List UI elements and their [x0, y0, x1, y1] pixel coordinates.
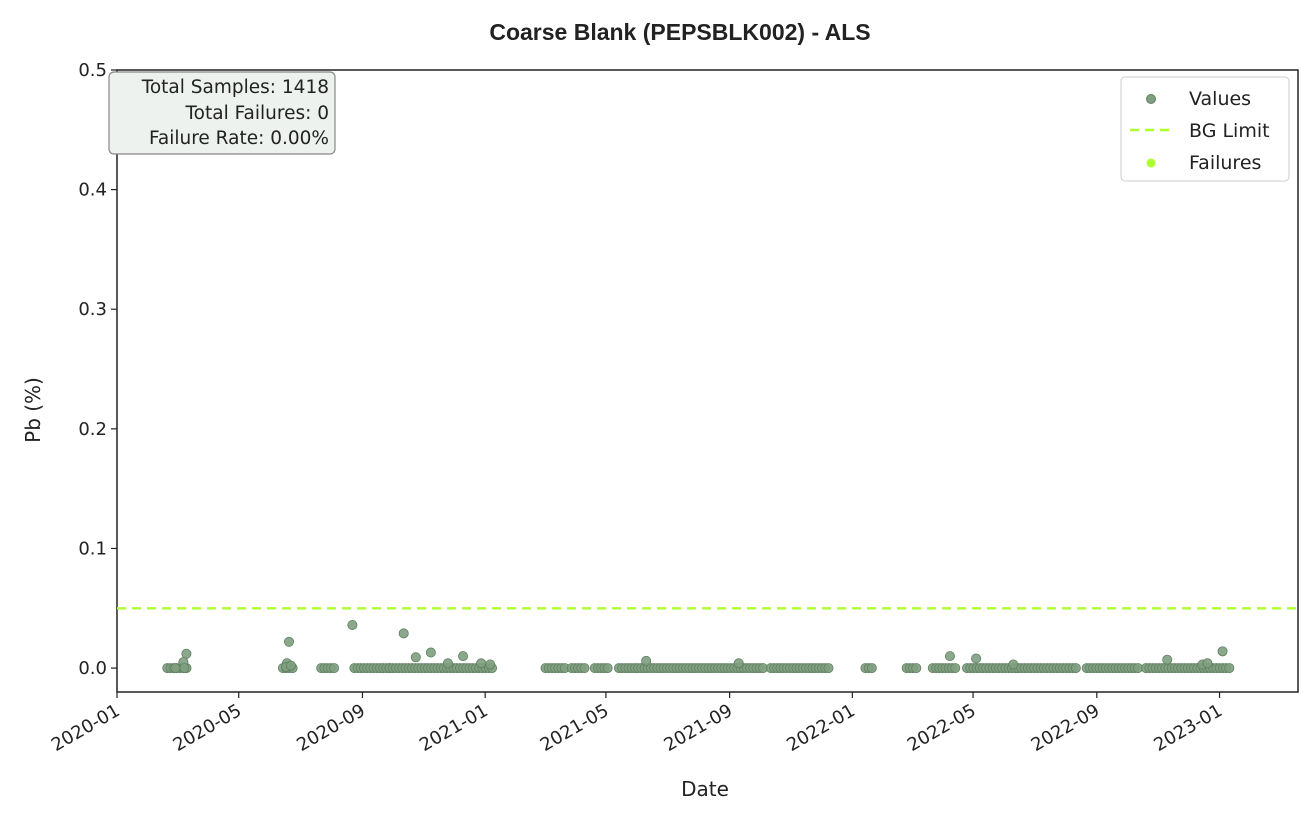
- data-point: [1224, 663, 1235, 674]
- data-point: [476, 658, 487, 669]
- x-tick-label: 2021-01: [416, 700, 492, 756]
- y-tick-label: 0.3: [78, 299, 107, 320]
- data-point: [950, 663, 961, 674]
- x-axis-label: Date: [681, 777, 729, 801]
- data-point: [284, 636, 295, 647]
- data-point: [179, 663, 190, 674]
- data-point: [181, 648, 192, 659]
- x-tick-label: 2020-09: [293, 700, 369, 756]
- y-tick-label: 0.2: [78, 419, 107, 440]
- legend-failures-marker: [1146, 158, 1156, 168]
- data-point: [286, 660, 297, 671]
- x-tick-label: 2022-09: [1028, 700, 1104, 756]
- legend-values-marker: [1146, 94, 1156, 104]
- x-tick-label: 2022-01: [783, 700, 859, 756]
- y-axis-label: Pb (%): [21, 377, 45, 443]
- data-points: [162, 620, 1235, 674]
- data-point: [579, 663, 590, 674]
- y-axis: 0.0 0.1 0.2 0.3 0.4 0.5: [78, 60, 117, 679]
- legend-failures-label: Failures: [1189, 152, 1261, 174]
- data-point: [1202, 658, 1213, 669]
- data-point: [1070, 663, 1081, 674]
- data-point: [458, 651, 469, 662]
- x-tick-label: 2020-05: [170, 700, 246, 756]
- data-point: [602, 663, 613, 674]
- x-tick-label: 2021-09: [660, 700, 736, 756]
- data-point: [911, 663, 922, 674]
- y-tick-label: 0.0: [78, 658, 107, 679]
- data-point: [1008, 659, 1019, 670]
- data-point: [1217, 646, 1228, 657]
- x-axis: 2020-01 2020-05 2020-09 2021-01 2021-05 2021-…: [48, 692, 1226, 756]
- y-tick-label: 0.5: [78, 60, 107, 81]
- data-point: [823, 663, 834, 674]
- data-point: [971, 653, 982, 664]
- y-tick-label: 0.1: [78, 538, 107, 559]
- data-point: [442, 658, 453, 669]
- stats-box: Total Samples: 1418 Total Failures: 0 Fa…: [108, 71, 336, 155]
- x-tick-label: 2020-01: [48, 700, 124, 756]
- data-point: [170, 663, 181, 674]
- stats-failure-rate: Failure Rate: 0.00%: [149, 128, 329, 149]
- stats-total-failures: Total Failures: 0: [185, 103, 329, 124]
- data-point: [1162, 654, 1173, 665]
- data-point: [398, 628, 409, 639]
- x-tick-label: 2023-01: [1150, 700, 1226, 756]
- data-point: [944, 651, 955, 662]
- legend: Values BG Limit Failures: [1120, 76, 1290, 182]
- data-point: [347, 620, 358, 631]
- data-point: [329, 663, 340, 674]
- chart-title: Coarse Blank (PEPSBLK002) - ALS: [489, 19, 870, 45]
- data-point: [410, 652, 421, 663]
- y-tick-label: 0.4: [78, 180, 107, 201]
- data-point: [425, 647, 436, 658]
- legend-bg-limit-label: BG Limit: [1189, 120, 1270, 142]
- stats-box-frame: [108, 71, 336, 155]
- data-point: [641, 655, 652, 666]
- x-tick-label: 2021-05: [537, 700, 613, 756]
- plot-area: [116, 69, 1299, 693]
- data-point: [485, 659, 496, 670]
- stats-total-samples: Total Samples: 1418: [141, 77, 329, 98]
- data-point: [733, 658, 744, 669]
- legend-values-label: Values: [1189, 88, 1251, 110]
- data-point: [866, 663, 877, 674]
- x-tick-label: 2022-05: [904, 700, 980, 756]
- legend-frame: [1120, 76, 1290, 182]
